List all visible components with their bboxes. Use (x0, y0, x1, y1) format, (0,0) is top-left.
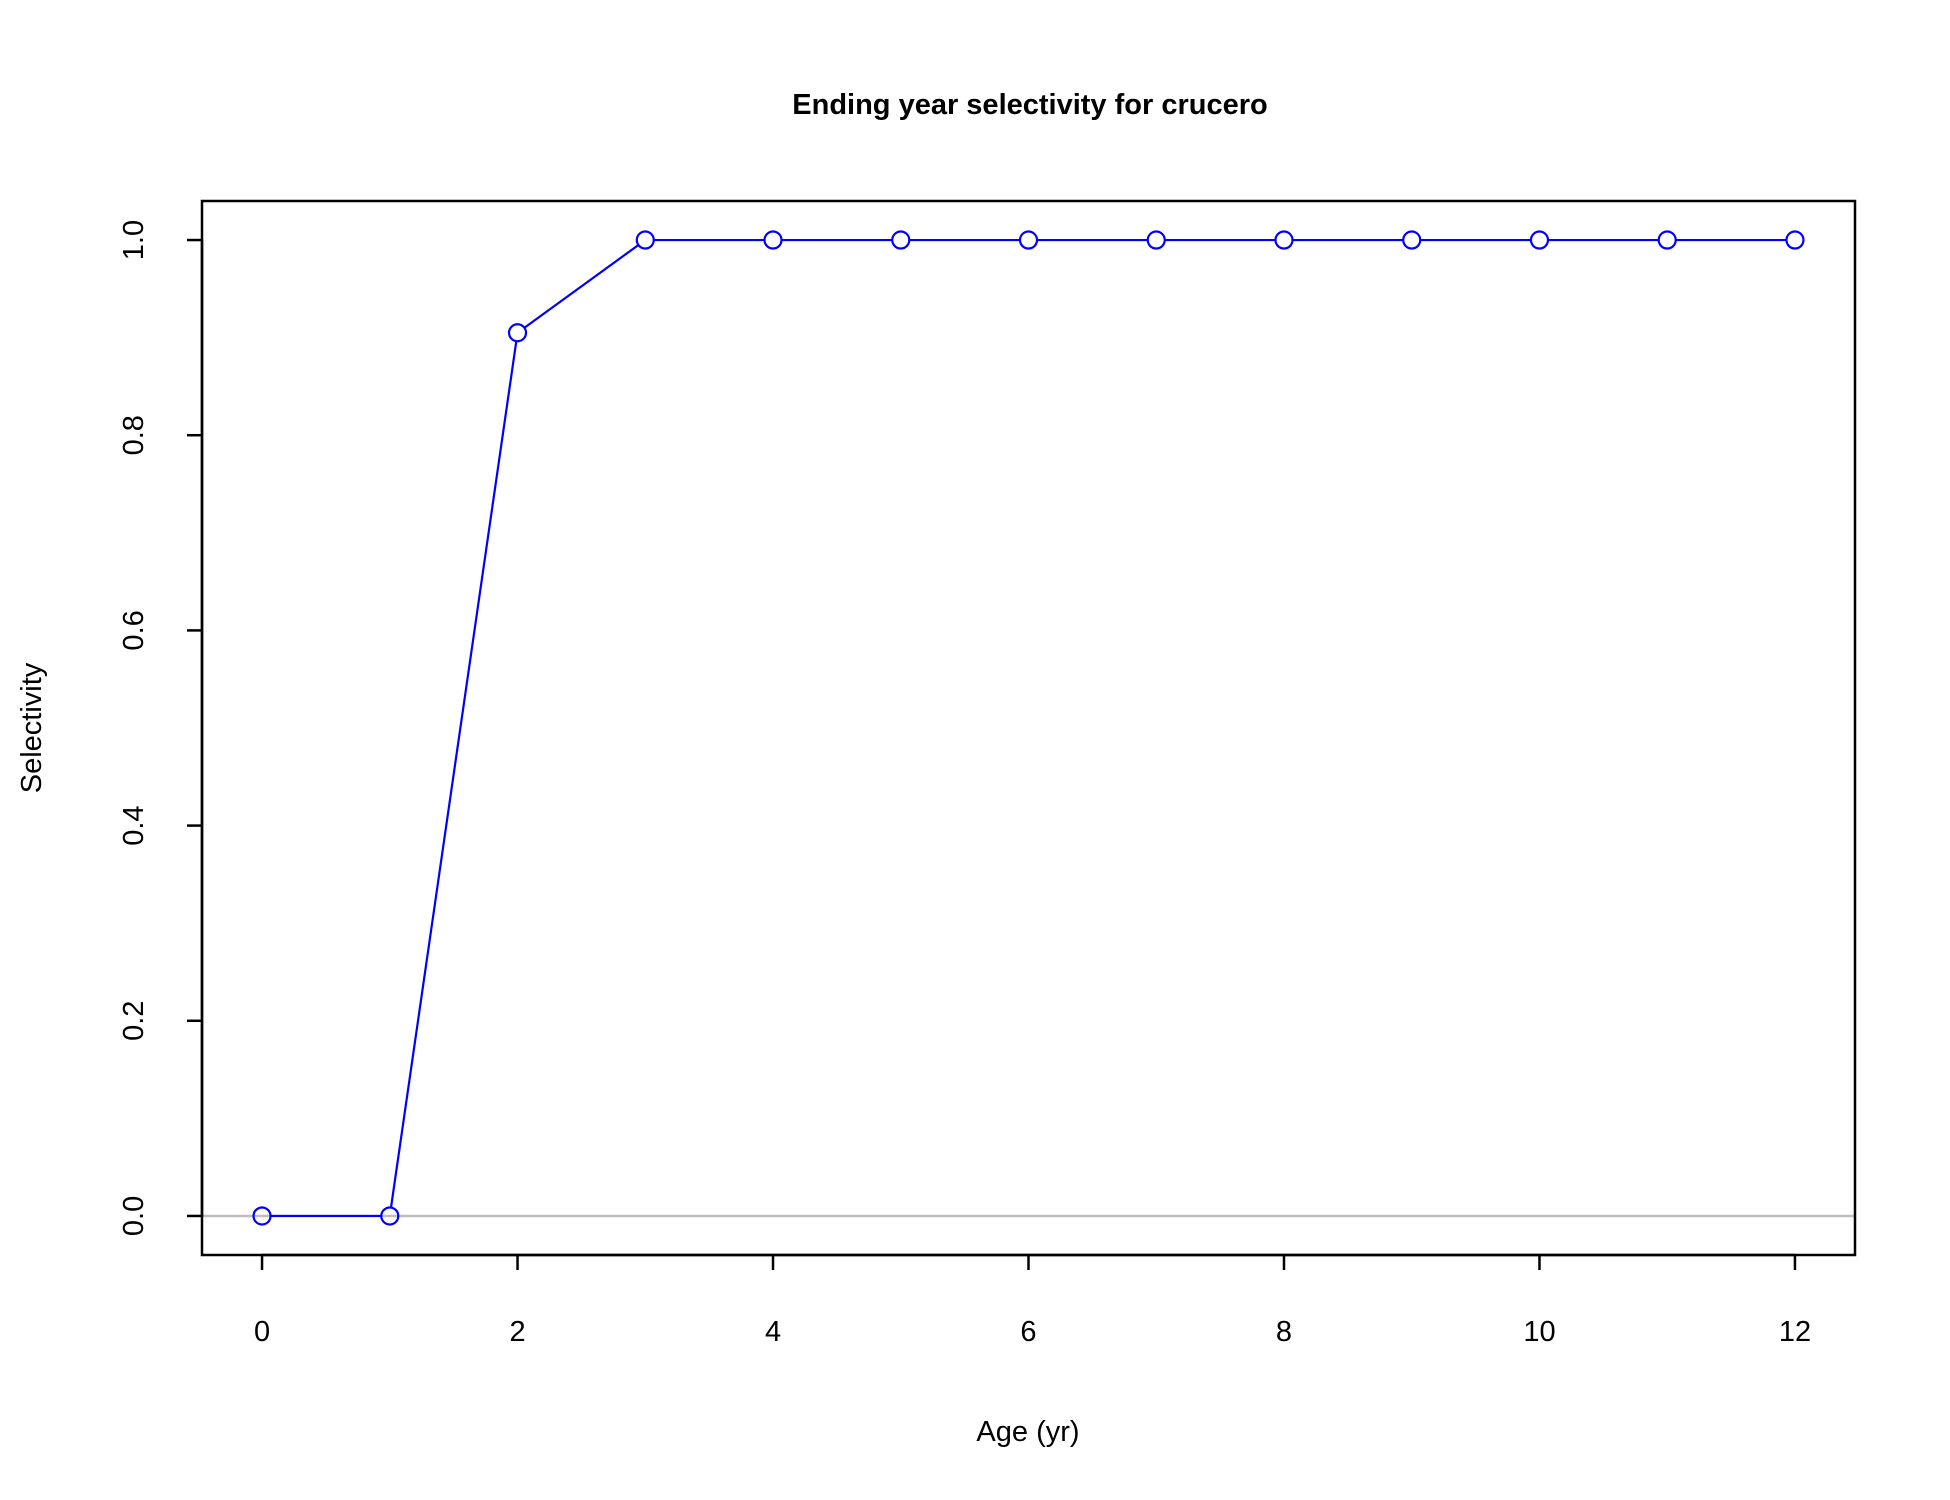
data-point (1402, 230, 1422, 250)
data-point (1146, 230, 1166, 250)
chart-title: Ending year selectivity for crucero (792, 89, 1267, 121)
x-tick-label: 0 (254, 1316, 270, 1348)
y-tick-label: 0.0 (118, 1196, 150, 1236)
x-tick-label: 12 (1779, 1316, 1811, 1348)
y-tick-label: 0.4 (118, 805, 150, 845)
series-line (270, 238, 1787, 1218)
x-tick-label: 4 (765, 1316, 781, 1348)
x-axis-label: Age (yr) (976, 1416, 1079, 1448)
data-point (891, 230, 911, 250)
x-tick-label: 2 (509, 1316, 525, 1348)
data-point (1529, 230, 1550, 250)
data-point (1018, 230, 1039, 250)
data-point (1785, 230, 1805, 250)
data-point (507, 323, 528, 343)
plot-frame (200, 199, 1857, 1257)
x-tick-label: 6 (1020, 1316, 1036, 1348)
data-point (252, 1206, 272, 1226)
x-tick-label: 10 (1523, 1316, 1555, 1348)
data-point (380, 1206, 400, 1226)
y-tick-label: 0.2 (118, 1001, 150, 1041)
data-point (763, 230, 783, 250)
y-tick-label: 1.0 (118, 220, 150, 260)
y-tick-label: 0.8 (118, 415, 150, 455)
y-tick-label: 0.6 (118, 610, 150, 650)
x-tick-label: 8 (1276, 1316, 1292, 1348)
data-point (1274, 230, 1294, 250)
axes-layer: 0 2 4 6 8 10 12 0.0 0.2 0.4 0.6 0.8 1.0 (118, 220, 1811, 1348)
series-layer (252, 230, 1805, 1226)
y-axis-label: Selectivity (16, 662, 48, 793)
data-point (635, 230, 655, 250)
data-point (1657, 230, 1677, 250)
